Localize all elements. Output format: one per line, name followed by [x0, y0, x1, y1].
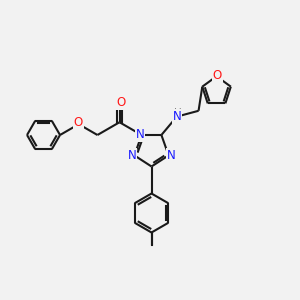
Text: N: N: [167, 149, 176, 162]
Text: N: N: [136, 128, 145, 141]
Text: O: O: [212, 69, 222, 82]
Text: O: O: [74, 116, 83, 130]
Text: N: N: [172, 110, 181, 123]
Text: N: N: [128, 149, 136, 162]
Text: H: H: [174, 108, 182, 118]
Text: O: O: [116, 96, 126, 109]
